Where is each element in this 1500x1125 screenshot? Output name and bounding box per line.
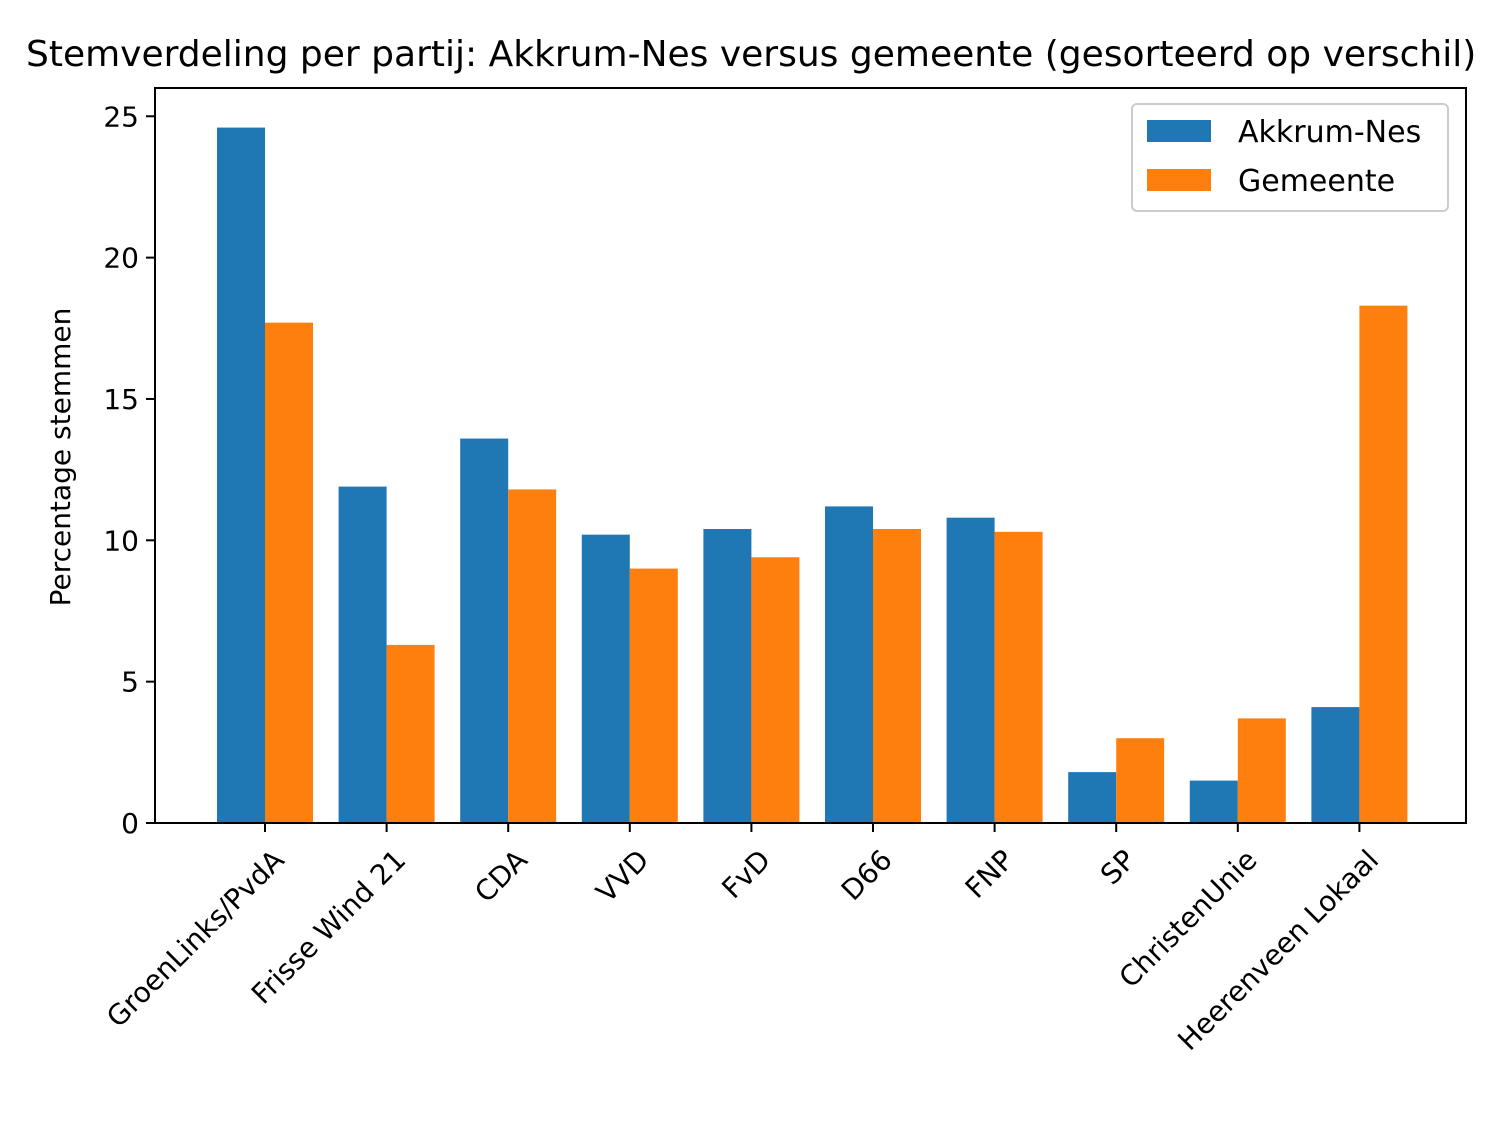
bar-akkrum-nes-fvd	[703, 529, 752, 823]
chart-title: Stemverdeling per partij: Akkrum-Nes ver…	[26, 34, 1476, 75]
bar-gemeente-vvd	[629, 568, 678, 823]
bar-gemeente-heerenveen-lokaal	[1359, 305, 1408, 823]
y-tick-label: 0	[121, 807, 139, 840]
y-axis-ticks: 0 5 10 15 20 25	[103, 100, 155, 840]
y-tick-label: 20	[103, 242, 139, 275]
bar-akkrum-nes-vvd	[581, 534, 630, 823]
y-tick-label: 25	[103, 100, 139, 133]
x-tick-label-fvd: FvD	[715, 843, 777, 905]
bar-gemeente-cda	[508, 489, 557, 823]
x-tick-label-heerenveen-lokaal: Heerenveen Lokaal	[1171, 843, 1385, 1057]
bars-group	[217, 127, 1408, 824]
bar-gemeente-frisse-wind-21	[386, 644, 435, 823]
bar-akkrum-nes-fnp	[946, 517, 995, 823]
bar-gemeente-fnp	[994, 531, 1043, 823]
bar-gemeente-d66	[873, 529, 921, 823]
legend-swatch-gemeente	[1147, 169, 1211, 191]
x-tick-label-fnp: FNP	[959, 843, 1020, 904]
legend-label-akkrum-nes: Akkrum-Nes	[1238, 115, 1421, 150]
bar-gemeente-groenlinks-pvda	[265, 322, 313, 823]
bar-gemeente-christenunie	[1237, 718, 1286, 823]
x-tick-label-vvd: VVD	[590, 843, 656, 909]
x-tick-label-sp: SP	[1094, 843, 1142, 891]
bar-gemeente-sp	[1116, 738, 1165, 823]
bar-gemeente-fvd	[751, 557, 800, 823]
bar-akkrum-nes-groenlinks-pvda	[217, 127, 265, 824]
bar-akkrum-nes-cda	[460, 438, 509, 823]
legend-label-gemeente: Gemeente	[1238, 164, 1395, 199]
x-tick-label-cda: CDA	[468, 843, 534, 909]
bar-akkrum-nes-d66	[825, 506, 873, 823]
legend: Akkrum-Nes Gemeente	[1131, 103, 1449, 212]
bar-akkrum-nes-sp	[1068, 772, 1117, 823]
y-tick-label: 15	[103, 383, 139, 416]
bar-akkrum-nes-christenunie	[1189, 780, 1238, 823]
y-axis-label: Percentage stemmen	[44, 308, 77, 607]
plot-frame	[154, 87, 1467, 824]
bar-akkrum-nes-heerenveen-lokaal	[1311, 707, 1360, 823]
x-tick-label-d66: D66	[835, 843, 899, 907]
bar-akkrum-nes-frisse-wind-21	[338, 486, 387, 823]
y-tick-label: 10	[103, 524, 139, 557]
y-tick-label: 5	[121, 666, 139, 699]
legend-swatch-akkrum-nes	[1147, 120, 1211, 142]
